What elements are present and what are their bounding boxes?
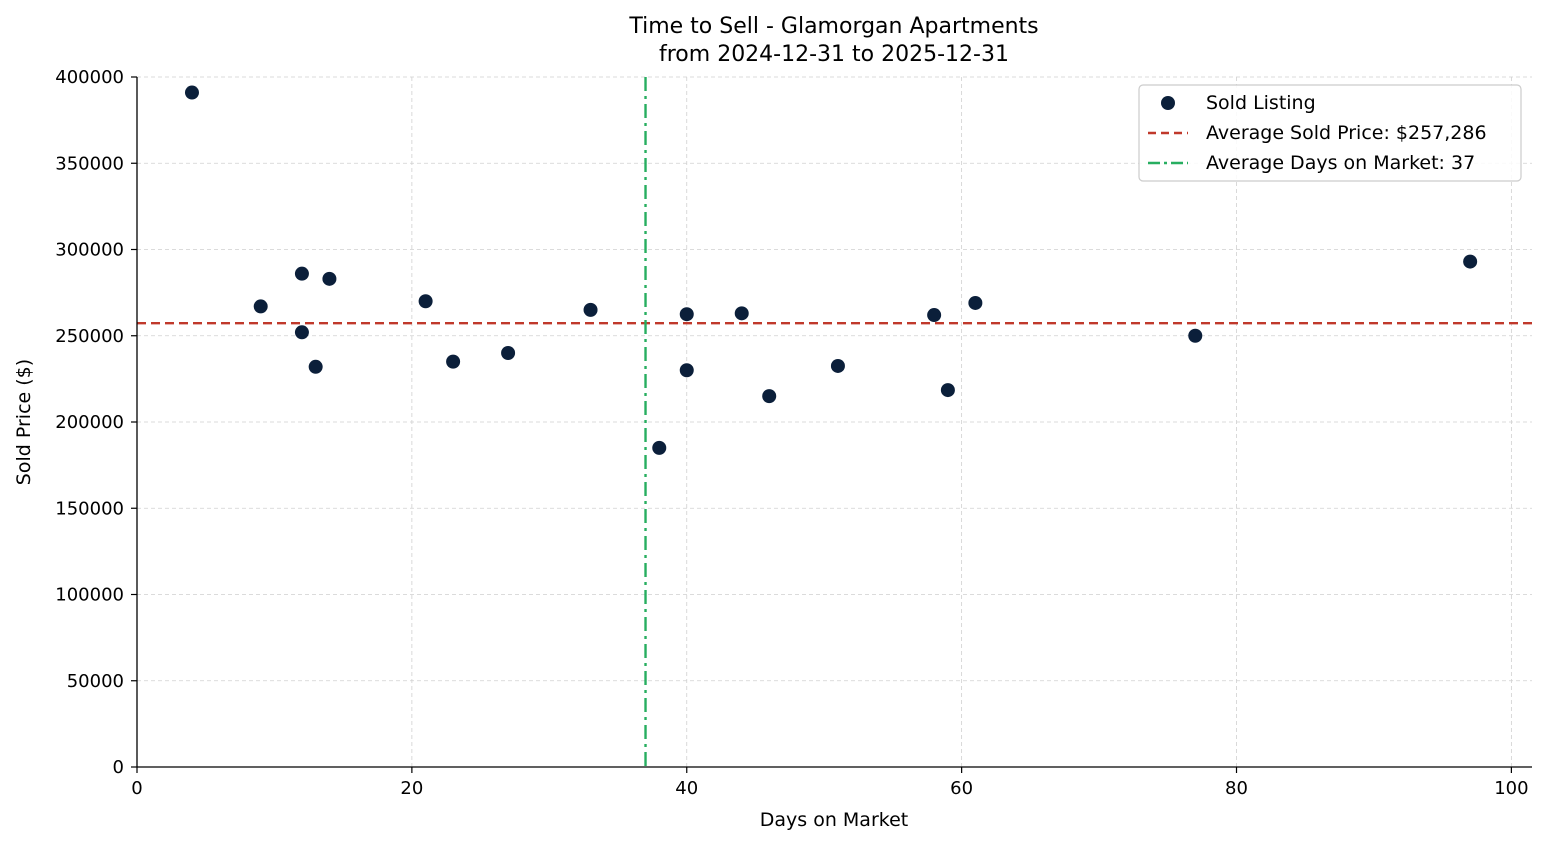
scatter-point	[968, 295, 983, 310]
scatter-point	[679, 307, 694, 322]
data-points	[184, 85, 1478, 455]
scatter-point	[253, 299, 268, 314]
scatter-point	[734, 306, 749, 321]
x-tick-label: 100	[1494, 778, 1528, 799]
x-tick-label: 80	[1225, 778, 1248, 799]
y-tick-label: 300000	[55, 240, 124, 261]
scatter-point	[308, 359, 323, 374]
legend-label-avg-price: Average Sold Price: $257,286	[1206, 122, 1487, 144]
scatter-point	[830, 358, 845, 373]
scatter-point	[294, 325, 309, 340]
legend-box	[1138, 84, 1522, 182]
scatter-point	[1188, 328, 1203, 343]
chart-title: Time to Sell - Glamorgan Apartments	[628, 14, 1038, 39]
chart-subtitle: from 2024-12-31 to 2025-12-31	[659, 42, 1009, 67]
scatter-point	[927, 308, 942, 323]
scatter-point	[583, 302, 598, 317]
y-tick-label: 50000	[67, 671, 124, 692]
y-tick-label: 400000	[55, 67, 124, 88]
y-ticks: 0 50000 100000 150000 200000 250000 300000 3500…	[55, 67, 137, 778]
scatter-point	[184, 85, 199, 100]
y-tick-label: 0	[113, 757, 124, 778]
scatter-point	[294, 266, 309, 281]
reference-lines	[137, 77, 1532, 767]
scatter-point	[322, 271, 337, 286]
legend-marker-sold-listing	[1161, 96, 1175, 110]
y-tick-label: 150000	[55, 498, 124, 519]
legend: Sold Listing Average Sold Price: $257,28…	[1138, 84, 1522, 182]
scatter-point	[1463, 254, 1478, 269]
scatter-point	[418, 294, 433, 309]
scatter-point	[501, 346, 516, 360]
y-axis-label: Sold Price ($)	[13, 359, 35, 485]
x-ticks: 0 20 40 60 80 100	[131, 767, 1529, 799]
scatter-point	[652, 440, 667, 455]
x-tick-label: 20	[400, 778, 423, 799]
scatter-point	[446, 354, 461, 369]
y-tick-label: 200000	[55, 412, 124, 433]
x-tick-label: 0	[131, 778, 142, 799]
y-tick-label: 250000	[55, 326, 124, 347]
scatter-point	[940, 383, 955, 398]
legend-label-avg-days: Average Days on Market: 37	[1206, 152, 1475, 174]
scatter-point	[762, 389, 777, 404]
x-axis-label: Days on Market	[760, 809, 908, 831]
scatter-point	[679, 363, 694, 378]
y-tick-label: 100000	[55, 585, 124, 606]
x-tick-label: 60	[950, 778, 973, 799]
x-tick-label: 40	[675, 778, 698, 799]
legend-label-sold-listing: Sold Listing	[1206, 92, 1316, 114]
y-tick-label: 350000	[55, 153, 124, 174]
